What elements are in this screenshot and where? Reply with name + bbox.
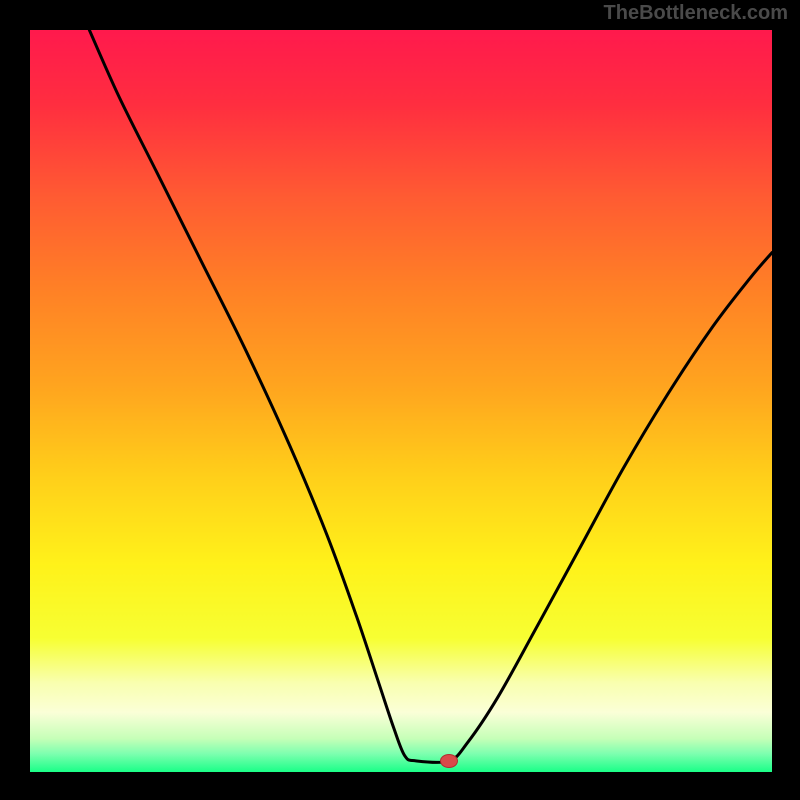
plot-area <box>30 30 772 772</box>
watermark-text: TheBottleneck.com <box>604 2 788 25</box>
gradient-background <box>30 30 772 772</box>
optimal-point-marker <box>440 754 458 768</box>
